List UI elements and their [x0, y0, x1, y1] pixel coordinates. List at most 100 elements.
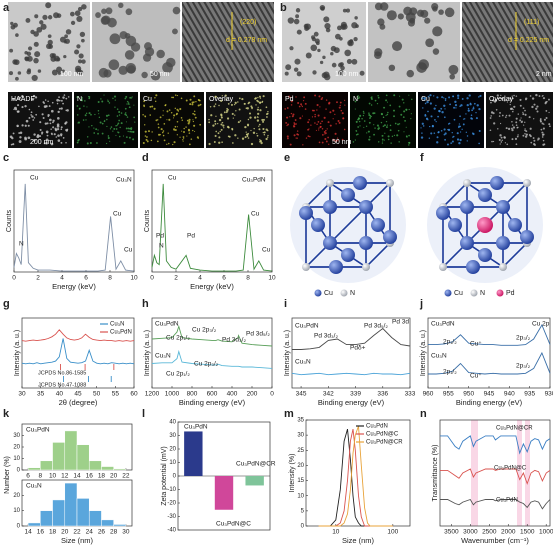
- annotation: Cu₃PdN: [295, 323, 319, 330]
- particle: [444, 7, 455, 18]
- particle: [320, 6, 325, 11]
- particle: [51, 133, 53, 136]
- particle: [194, 130, 196, 133]
- particle: [259, 139, 261, 141]
- particle: [363, 112, 365, 114]
- x-tick-label: 14: [73, 473, 81, 480]
- particle: [67, 96, 70, 98]
- y-tick-label: 20: [13, 493, 20, 499]
- x-tick-label: 8: [108, 275, 112, 282]
- particle: [147, 130, 150, 133]
- particle: [163, 123, 166, 125]
- particle: [54, 127, 57, 130]
- particle: [459, 115, 461, 118]
- particle: [490, 101, 492, 104]
- particle: [33, 117, 36, 119]
- particle: [179, 107, 182, 111]
- particle: [398, 123, 401, 125]
- particle: [433, 107, 436, 110]
- particle: [30, 114, 32, 116]
- x-tick-label: 2: [174, 275, 178, 282]
- particle: [172, 143, 174, 146]
- particle: [446, 143, 449, 146]
- particle: [339, 104, 341, 107]
- particle: [21, 95, 24, 98]
- particle: [542, 97, 546, 100]
- particle: [53, 12, 60, 19]
- particle: [166, 143, 168, 145]
- particle: [70, 20, 76, 26]
- particle: [166, 119, 168, 121]
- particle: [327, 136, 329, 139]
- particle: [295, 137, 297, 139]
- particle: [497, 97, 499, 100]
- series-line: [151, 349, 273, 369]
- n-atom: [439, 263, 447, 271]
- particle: [311, 116, 314, 118]
- particle: [305, 52, 312, 59]
- particle: [376, 103, 379, 105]
- particle: [176, 108, 179, 111]
- particle: [492, 112, 495, 115]
- particle: [294, 58, 301, 65]
- particle: [77, 6, 83, 12]
- particle: [284, 71, 289, 76]
- particle: [327, 121, 330, 124]
- particle: [63, 94, 66, 96]
- particle: [60, 126, 63, 129]
- particle: [227, 102, 230, 105]
- particle: [330, 51, 334, 56]
- particle: [258, 128, 261, 131]
- particle: [90, 113, 92, 116]
- particle: [358, 96, 361, 98]
- x-axis-label: Size (nm): [61, 536, 94, 545]
- particle: [461, 98, 464, 100]
- particle: [33, 57, 39, 64]
- particle: [411, 98, 413, 101]
- particle: [12, 98, 15, 101]
- particle: [408, 134, 410, 137]
- particle: [214, 120, 217, 123]
- particle: [373, 133, 375, 136]
- particle: [157, 123, 160, 125]
- particle: [132, 138, 135, 141]
- particle: [400, 113, 403, 116]
- particle: [157, 119, 159, 121]
- label: Cu: [421, 96, 430, 103]
- particle: [77, 122, 79, 124]
- particle: [162, 134, 165, 137]
- particle: [385, 99, 388, 102]
- particle: [441, 96, 444, 99]
- y-tick-label: -20: [167, 501, 176, 507]
- particle: [70, 11, 75, 17]
- particle: [101, 8, 107, 15]
- label: 200 nm: [30, 139, 54, 146]
- particle: [57, 139, 61, 142]
- particle: [190, 138, 193, 140]
- y-tick-label: 10: [297, 493, 304, 499]
- particle: [416, 9, 425, 17]
- particle: [427, 110, 429, 113]
- n-atom: [362, 263, 370, 271]
- particle: [381, 138, 384, 141]
- plot-frame: [291, 317, 411, 389]
- particle: [46, 122, 49, 125]
- particle: [247, 137, 250, 139]
- particle: [13, 108, 15, 111]
- y-tick-label: 35: [297, 418, 304, 424]
- particle: [287, 123, 290, 126]
- particle: [387, 138, 390, 141]
- particle: [127, 127, 130, 130]
- particle: [76, 15, 83, 22]
- particle: [79, 31, 86, 38]
- particle: [307, 121, 310, 124]
- histogram-bar: [76, 444, 90, 471]
- x-tick-label: 200: [247, 391, 258, 398]
- x-tick-label: 16: [86, 473, 94, 480]
- particle: [349, 39, 354, 43]
- particle: [162, 110, 164, 112]
- particle: [125, 136, 128, 139]
- particle: [429, 102, 432, 105]
- particle: [110, 126, 113, 128]
- particle: [542, 143, 545, 146]
